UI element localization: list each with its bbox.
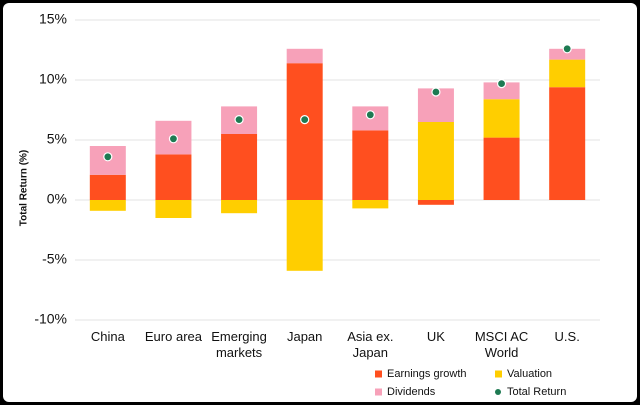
legend-swatch	[495, 389, 501, 395]
total-dot	[496, 78, 507, 89]
legend-swatch	[375, 388, 382, 396]
y-tick-label: -10%	[34, 311, 67, 327]
bar-segment	[352, 130, 389, 200]
bar-segment	[286, 200, 323, 271]
bar-segment	[352, 200, 389, 209]
legend-label: Valuation	[507, 368, 552, 380]
bar-segment	[483, 99, 520, 138]
x-tick-line: Asia ex.	[347, 329, 393, 344]
x-tick-line: World	[485, 345, 519, 360]
x-tick-label: Japan	[287, 329, 322, 344]
x-tick-label: U.S.	[555, 329, 580, 344]
bar-segment	[549, 59, 586, 88]
x-tick-line: UK	[427, 329, 445, 344]
y-axis-label: Total Return (%)	[19, 150, 30, 226]
x-tick-label: Euro area	[145, 329, 203, 344]
bar-segment	[417, 200, 454, 205]
bar-segment	[221, 134, 258, 200]
x-tick-line: China	[91, 329, 126, 344]
total-dot	[562, 44, 572, 54]
bar-segment	[155, 154, 192, 200]
bar-segment	[483, 82, 520, 100]
y-tick-label: 10%	[39, 71, 67, 87]
legend-label: Total Return	[507, 386, 566, 398]
bar-segment	[549, 48, 586, 60]
legend-label: Earnings growth	[387, 368, 467, 380]
x-tick-line: MSCI AC	[475, 329, 528, 344]
bar-segment	[221, 200, 258, 214]
y-tick-label: 15%	[39, 11, 67, 27]
x-tick-line: Japan	[287, 329, 322, 344]
bar-segment	[483, 137, 520, 200]
total-dot	[365, 110, 375, 120]
x-tick-line: markets	[216, 345, 263, 360]
x-tick-label: UK	[427, 329, 445, 344]
bar-segment	[89, 200, 126, 211]
total-dot	[300, 114, 310, 125]
total-dot	[431, 87, 441, 97]
legend-swatch	[495, 370, 502, 378]
x-tick-label: MSCI AC World	[475, 329, 528, 360]
x-tick-label: China	[91, 329, 126, 344]
x-tick-line: Emerging	[211, 329, 267, 344]
y-tick-label: 5%	[47, 131, 67, 147]
y-tick-label: -5%	[42, 251, 67, 267]
total-dot	[168, 134, 179, 144]
bar-segment	[89, 174, 126, 200]
x-tick-line: U.S.	[555, 329, 580, 344]
bar-segment	[286, 63, 323, 201]
x-tick-line: Euro area	[145, 329, 203, 344]
legend-swatch	[375, 370, 382, 378]
x-tick-line: Japan	[353, 345, 388, 360]
x-tick-label: Emerging markets	[211, 329, 267, 360]
bar-segment	[549, 87, 586, 200]
bar-segment	[286, 48, 323, 64]
y-tick-label: 0%	[47, 191, 67, 207]
bar-segment	[155, 200, 192, 218]
total-dot	[234, 114, 244, 125]
x-tick-label: Asia ex. Japan	[347, 329, 393, 360]
total-dot	[103, 152, 113, 162]
bar-segment	[417, 122, 454, 200]
legend-label: Dividends	[387, 386, 436, 398]
